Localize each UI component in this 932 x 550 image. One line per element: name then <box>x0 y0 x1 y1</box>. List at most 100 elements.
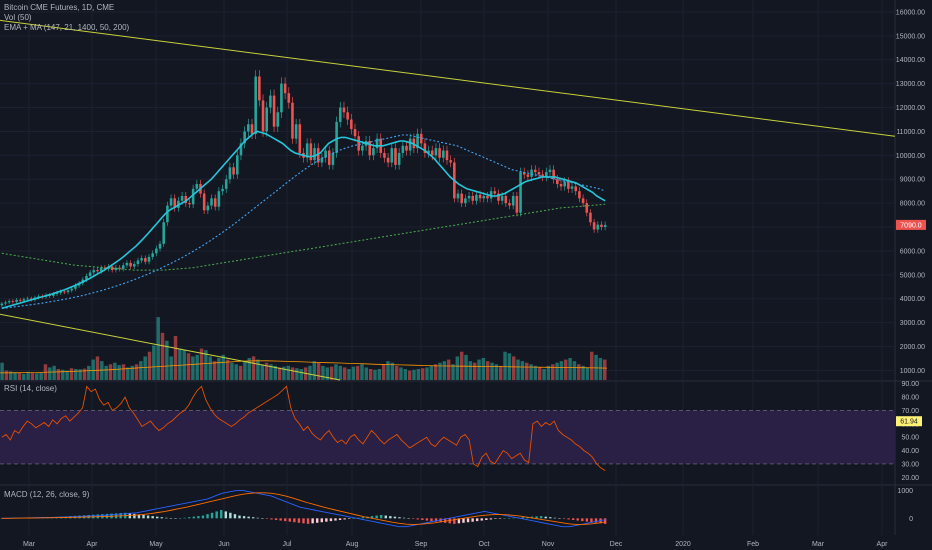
price-tick-label: 14000.00 <box>896 57 925 64</box>
candle-body <box>232 167 235 175</box>
macd-histogram-bar <box>462 518 465 523</box>
macd-histogram-bar <box>494 518 497 519</box>
macd-histogram-bar <box>316 518 319 523</box>
candle-body <box>486 195 489 199</box>
candle-body <box>63 291 66 293</box>
volume-bar <box>537 367 542 380</box>
volume-bar <box>95 356 100 380</box>
volume-bar <box>208 356 212 380</box>
volume-bar <box>273 365 277 380</box>
macd-histogram-bar <box>530 516 534 519</box>
macd-histogram-bar <box>535 516 538 519</box>
candle-body <box>55 292 59 294</box>
volume-bar <box>169 356 173 380</box>
volume-bar <box>126 367 130 380</box>
candle-body <box>464 198 467 204</box>
volume-bar <box>568 358 572 380</box>
volume-bar <box>529 364 533 380</box>
macd-histogram-bar <box>503 518 506 519</box>
macd-histogram-bar <box>585 518 589 522</box>
candle-body <box>59 291 62 293</box>
volume-bar <box>100 361 104 380</box>
candle-body <box>357 136 360 151</box>
x-tick-label: Feb <box>747 541 759 548</box>
macd-histogram-bar <box>571 518 575 520</box>
macd-histogram-bar <box>370 516 374 519</box>
candle-body <box>515 195 519 213</box>
candle-body <box>191 188 195 205</box>
macd-histogram-bar <box>343 518 346 520</box>
volume-bar <box>30 372 35 380</box>
candle-body <box>419 133 423 144</box>
candle-body <box>140 258 143 261</box>
macd-histogram-bar <box>384 515 387 519</box>
candle-body <box>287 93 291 103</box>
volume-bar <box>282 366 286 380</box>
price-tick-label: 6000.00 <box>900 248 925 255</box>
macd-line <box>1 490 606 528</box>
candle-body <box>445 150 449 161</box>
macd-histogram-bar <box>380 515 383 519</box>
candle-body <box>129 262 132 267</box>
macd-histogram-bar <box>603 518 607 524</box>
volume-bar <box>442 361 447 380</box>
volume-bar <box>243 361 247 380</box>
volume-bar <box>61 369 65 380</box>
macd-histogram-bar <box>348 518 351 519</box>
candle-body <box>596 224 600 230</box>
volume-bar <box>17 372 22 380</box>
macd-histogram-bar <box>297 518 301 523</box>
x-tick-label: Jun <box>218 541 229 548</box>
macd-histogram-bar <box>215 511 218 519</box>
macd-histogram-bar <box>247 516 250 519</box>
macd-histogram-bar <box>466 518 470 523</box>
ema21-line <box>1 130 606 310</box>
macd-histogram-bar <box>576 518 579 521</box>
legend-main: Bitcoin CME Futures, 1D, CME <box>4 3 115 12</box>
legend-rsi: RSI (14, close) <box>4 384 57 393</box>
volume-bar <box>485 361 490 380</box>
candle-body <box>570 186 574 189</box>
volume-bar <box>199 348 204 380</box>
candle-body <box>346 112 349 120</box>
candle-body <box>118 267 121 269</box>
candle-body <box>180 195 184 201</box>
candle-body <box>22 299 26 301</box>
macd-histogram-bar <box>256 517 259 519</box>
macd-histogram-bar <box>183 517 186 519</box>
candle-body <box>471 195 475 201</box>
volume-bar <box>429 365 434 380</box>
volume-bar <box>299 369 304 380</box>
rsi-line <box>1 385 606 471</box>
volume-bar <box>368 369 373 380</box>
macd-histogram-bar <box>398 517 401 519</box>
candle-body <box>434 148 438 156</box>
volume-bar <box>498 365 503 380</box>
volume-bar <box>130 365 134 380</box>
candle-body <box>442 150 445 158</box>
candle-body <box>7 301 11 303</box>
candle-body <box>313 148 316 161</box>
candle-body <box>541 174 544 177</box>
volume-bar <box>468 361 473 380</box>
volume-bar <box>472 362 477 380</box>
macd-histogram-bar <box>453 518 456 524</box>
volume-bar <box>212 361 217 380</box>
volume-bar <box>399 367 403 380</box>
macd-histogram-bar <box>489 518 493 520</box>
volume-bar <box>590 351 594 380</box>
macd-histogram-bar <box>146 515 150 519</box>
candle-body <box>18 299 22 301</box>
macd-histogram-bar <box>581 518 584 522</box>
candle-body <box>592 222 596 230</box>
macd-histogram-bar <box>233 514 237 519</box>
macd-histogram-bar <box>242 516 246 519</box>
candle-body <box>416 133 419 149</box>
candle-body <box>294 124 298 139</box>
volume-bar <box>152 345 156 380</box>
candle-body <box>563 181 566 187</box>
candle-body <box>397 152 401 165</box>
price-tick-label: 16000.00 <box>896 9 925 16</box>
volume-bar <box>52 365 56 380</box>
